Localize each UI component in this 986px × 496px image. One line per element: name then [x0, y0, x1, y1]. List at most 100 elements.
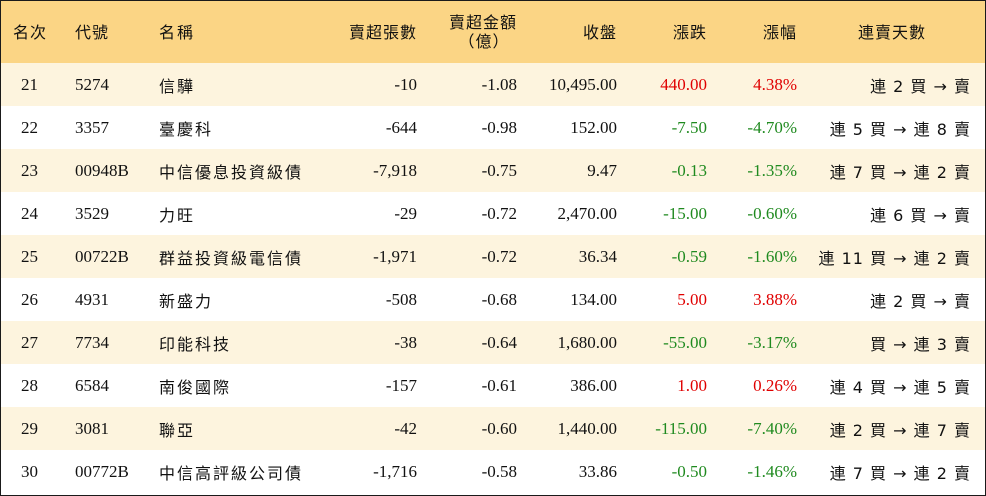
rank-cell: 26	[21, 289, 38, 309]
header-net-sell-amount-line2: （億）	[458, 32, 510, 51]
change-pct-cell: -1.46%	[747, 461, 797, 481]
streak-cell: 連 2 買 → 賣	[870, 76, 971, 96]
table-body: 21 5274 信驊 -10 -1.08 10,495.00 440.00 4.38% 連 2 …	[1, 63, 985, 493]
change-cell: -55.00	[663, 332, 707, 352]
table-row: 29 3081 聯亞 -42 -0.60 1,440.00 -115.00 -7.40% 連 2…	[1, 407, 985, 450]
net-sell-amount-cell: -0.68	[481, 289, 517, 309]
change-pct-cell: 0.26%	[753, 375, 797, 395]
header-change-pct: 漲幅	[762, 22, 797, 42]
table-row: 23 00948B 中信優息投資級債 -7,918 -0.75 9.47 -0.13 -1.3…	[1, 149, 985, 192]
rank-cell: 30	[21, 461, 38, 481]
code-cell: 3081	[75, 418, 109, 438]
change-cell: 1.00	[677, 375, 707, 395]
change-pct-cell: -7.40%	[747, 418, 797, 438]
code-cell: 3357	[75, 117, 109, 137]
net-sell-amount-cell: -1.08	[481, 74, 517, 94]
rank-cell: 25	[21, 246, 38, 266]
code-cell: 4931	[75, 289, 109, 309]
rank-cell: 28	[21, 375, 38, 395]
code-cell: 7734	[75, 332, 109, 352]
net-sell-lots-cell: -1,971	[373, 246, 417, 266]
net-sell-amount-cell: -0.75	[481, 160, 517, 180]
rank-cell: 27	[21, 332, 38, 352]
header-net-sell-lots: 賣超張數	[348, 22, 417, 42]
change-pct-cell: -1.35%	[747, 160, 797, 180]
rank-cell: 29	[21, 418, 38, 438]
header-row: 名次 代號 名稱 賣超張數 賣超金額 （億） 收盤 漲跌 漲幅 連賣天數	[1, 1, 985, 63]
rank-cell: 24	[21, 203, 38, 223]
header-net-sell-amount: 賣超金額 （億）	[425, 1, 525, 63]
change-cell: -7.50	[671, 117, 707, 137]
table-row: 25 00722B 群益投資級電信債 -1,971 -0.72 36.34 -0.59 -1.…	[1, 235, 985, 278]
net-sell-lots-cell: -38	[394, 332, 417, 352]
streak-cell: 買 → 連 3 賣	[870, 334, 971, 354]
close-cell: 386.00	[570, 375, 617, 395]
table-row: 22 3357 臺慶科 -644 -0.98 152.00 -7.50 -4.70% 連 5 買…	[1, 106, 985, 149]
name-cell: 印能科技	[159, 334, 232, 354]
change-pct-cell: -4.70%	[747, 117, 797, 137]
name-cell: 力旺	[159, 205, 196, 225]
change-cell: -15.00	[663, 203, 707, 223]
name-cell: 中信優息投資級債	[159, 162, 304, 182]
header-code: 代號	[75, 22, 110, 42]
code-cell: 3529	[75, 203, 109, 223]
change-cell: 440.00	[660, 74, 707, 94]
change-pct-cell: -1.60%	[747, 246, 797, 266]
rank-cell: 21	[21, 74, 38, 94]
net-sell-lots-cell: -508	[385, 289, 417, 309]
change-cell: -0.13	[671, 160, 707, 180]
close-cell: 10,495.00	[549, 74, 617, 94]
table-row: 21 5274 信驊 -10 -1.08 10,495.00 440.00 4.38% 連 2 …	[1, 63, 985, 106]
change-cell: -115.00	[655, 418, 707, 438]
close-cell: 1,680.00	[557, 332, 618, 352]
change-pct-cell: -3.17%	[747, 332, 797, 352]
header-streak: 連賣天數	[857, 22, 926, 42]
header-net-sell-amount-line1: 賣超金額	[448, 13, 517, 32]
change-cell: -0.59	[671, 246, 707, 266]
table-row: 30 00772B 中信高評級公司債 -1,716 -0.58 33.86 -0.50 -1.…	[1, 450, 985, 493]
change-cell: -0.50	[671, 461, 707, 481]
net-sell-amount-cell: -0.98	[481, 117, 517, 137]
net-sell-amount-cell: -0.72	[481, 246, 517, 266]
close-cell: 9.47	[587, 160, 617, 180]
net-sell-amount-cell: -0.64	[481, 332, 517, 352]
streak-cell: 連 7 買 → 連 2 賣	[829, 463, 971, 483]
header-change: 漲跌	[672, 22, 707, 42]
net-sell-lots-cell: -10	[394, 74, 417, 94]
code-cell: 00722B	[75, 246, 129, 266]
net-sell-lots-cell: -7,918	[373, 160, 417, 180]
table-row: 26 4931 新盛力 -508 -0.68 134.00 5.00 3.88% 連 2 買 →…	[1, 278, 985, 321]
name-cell: 新盛力	[159, 291, 214, 311]
close-cell: 33.86	[578, 461, 617, 481]
close-cell: 1,440.00	[557, 418, 618, 438]
change-pct-cell: 4.38%	[753, 74, 797, 94]
close-cell: 134.00	[570, 289, 617, 309]
code-cell: 5274	[75, 74, 109, 94]
net-sell-lots-cell: -157	[385, 375, 417, 395]
code-cell: 00772B	[75, 461, 129, 481]
net-sell-lots-cell: -29	[394, 203, 417, 223]
streak-cell: 連 4 買 → 連 5 賣	[829, 377, 971, 397]
net-sell-amount-cell: -0.72	[481, 203, 517, 223]
header-name: 名稱	[159, 22, 196, 42]
change-pct-cell: 3.88%	[753, 289, 797, 309]
header-close: 收盤	[582, 22, 617, 42]
table-row: 24 3529 力旺 -29 -0.72 2,470.00 -15.00 -0.60% 連 6 …	[1, 192, 985, 235]
net-sell-lots-cell: -644	[385, 117, 417, 137]
streak-cell: 連 7 買 → 連 2 賣	[829, 162, 971, 182]
code-cell: 00948B	[75, 160, 129, 180]
close-cell: 2,470.00	[557, 203, 618, 223]
net-sell-lots-cell: -1,716	[373, 461, 417, 481]
name-cell: 群益投資級電信債	[159, 248, 304, 268]
table-row: 28 6584 南俊國際 -157 -0.61 386.00 1.00 0.26% 連 4 買 …	[1, 364, 985, 407]
header-rank: 名次	[13, 22, 48, 42]
change-pct-cell: -0.60%	[747, 203, 797, 223]
name-cell: 臺慶科	[159, 119, 214, 139]
name-cell: 南俊國際	[159, 377, 232, 397]
net-sell-amount-cell: -0.58	[481, 461, 517, 481]
name-cell: 中信高評級公司債	[159, 463, 304, 483]
streak-cell: 連 2 買 → 連 7 賣	[829, 420, 971, 440]
name-cell: 聯亞	[159, 420, 196, 440]
